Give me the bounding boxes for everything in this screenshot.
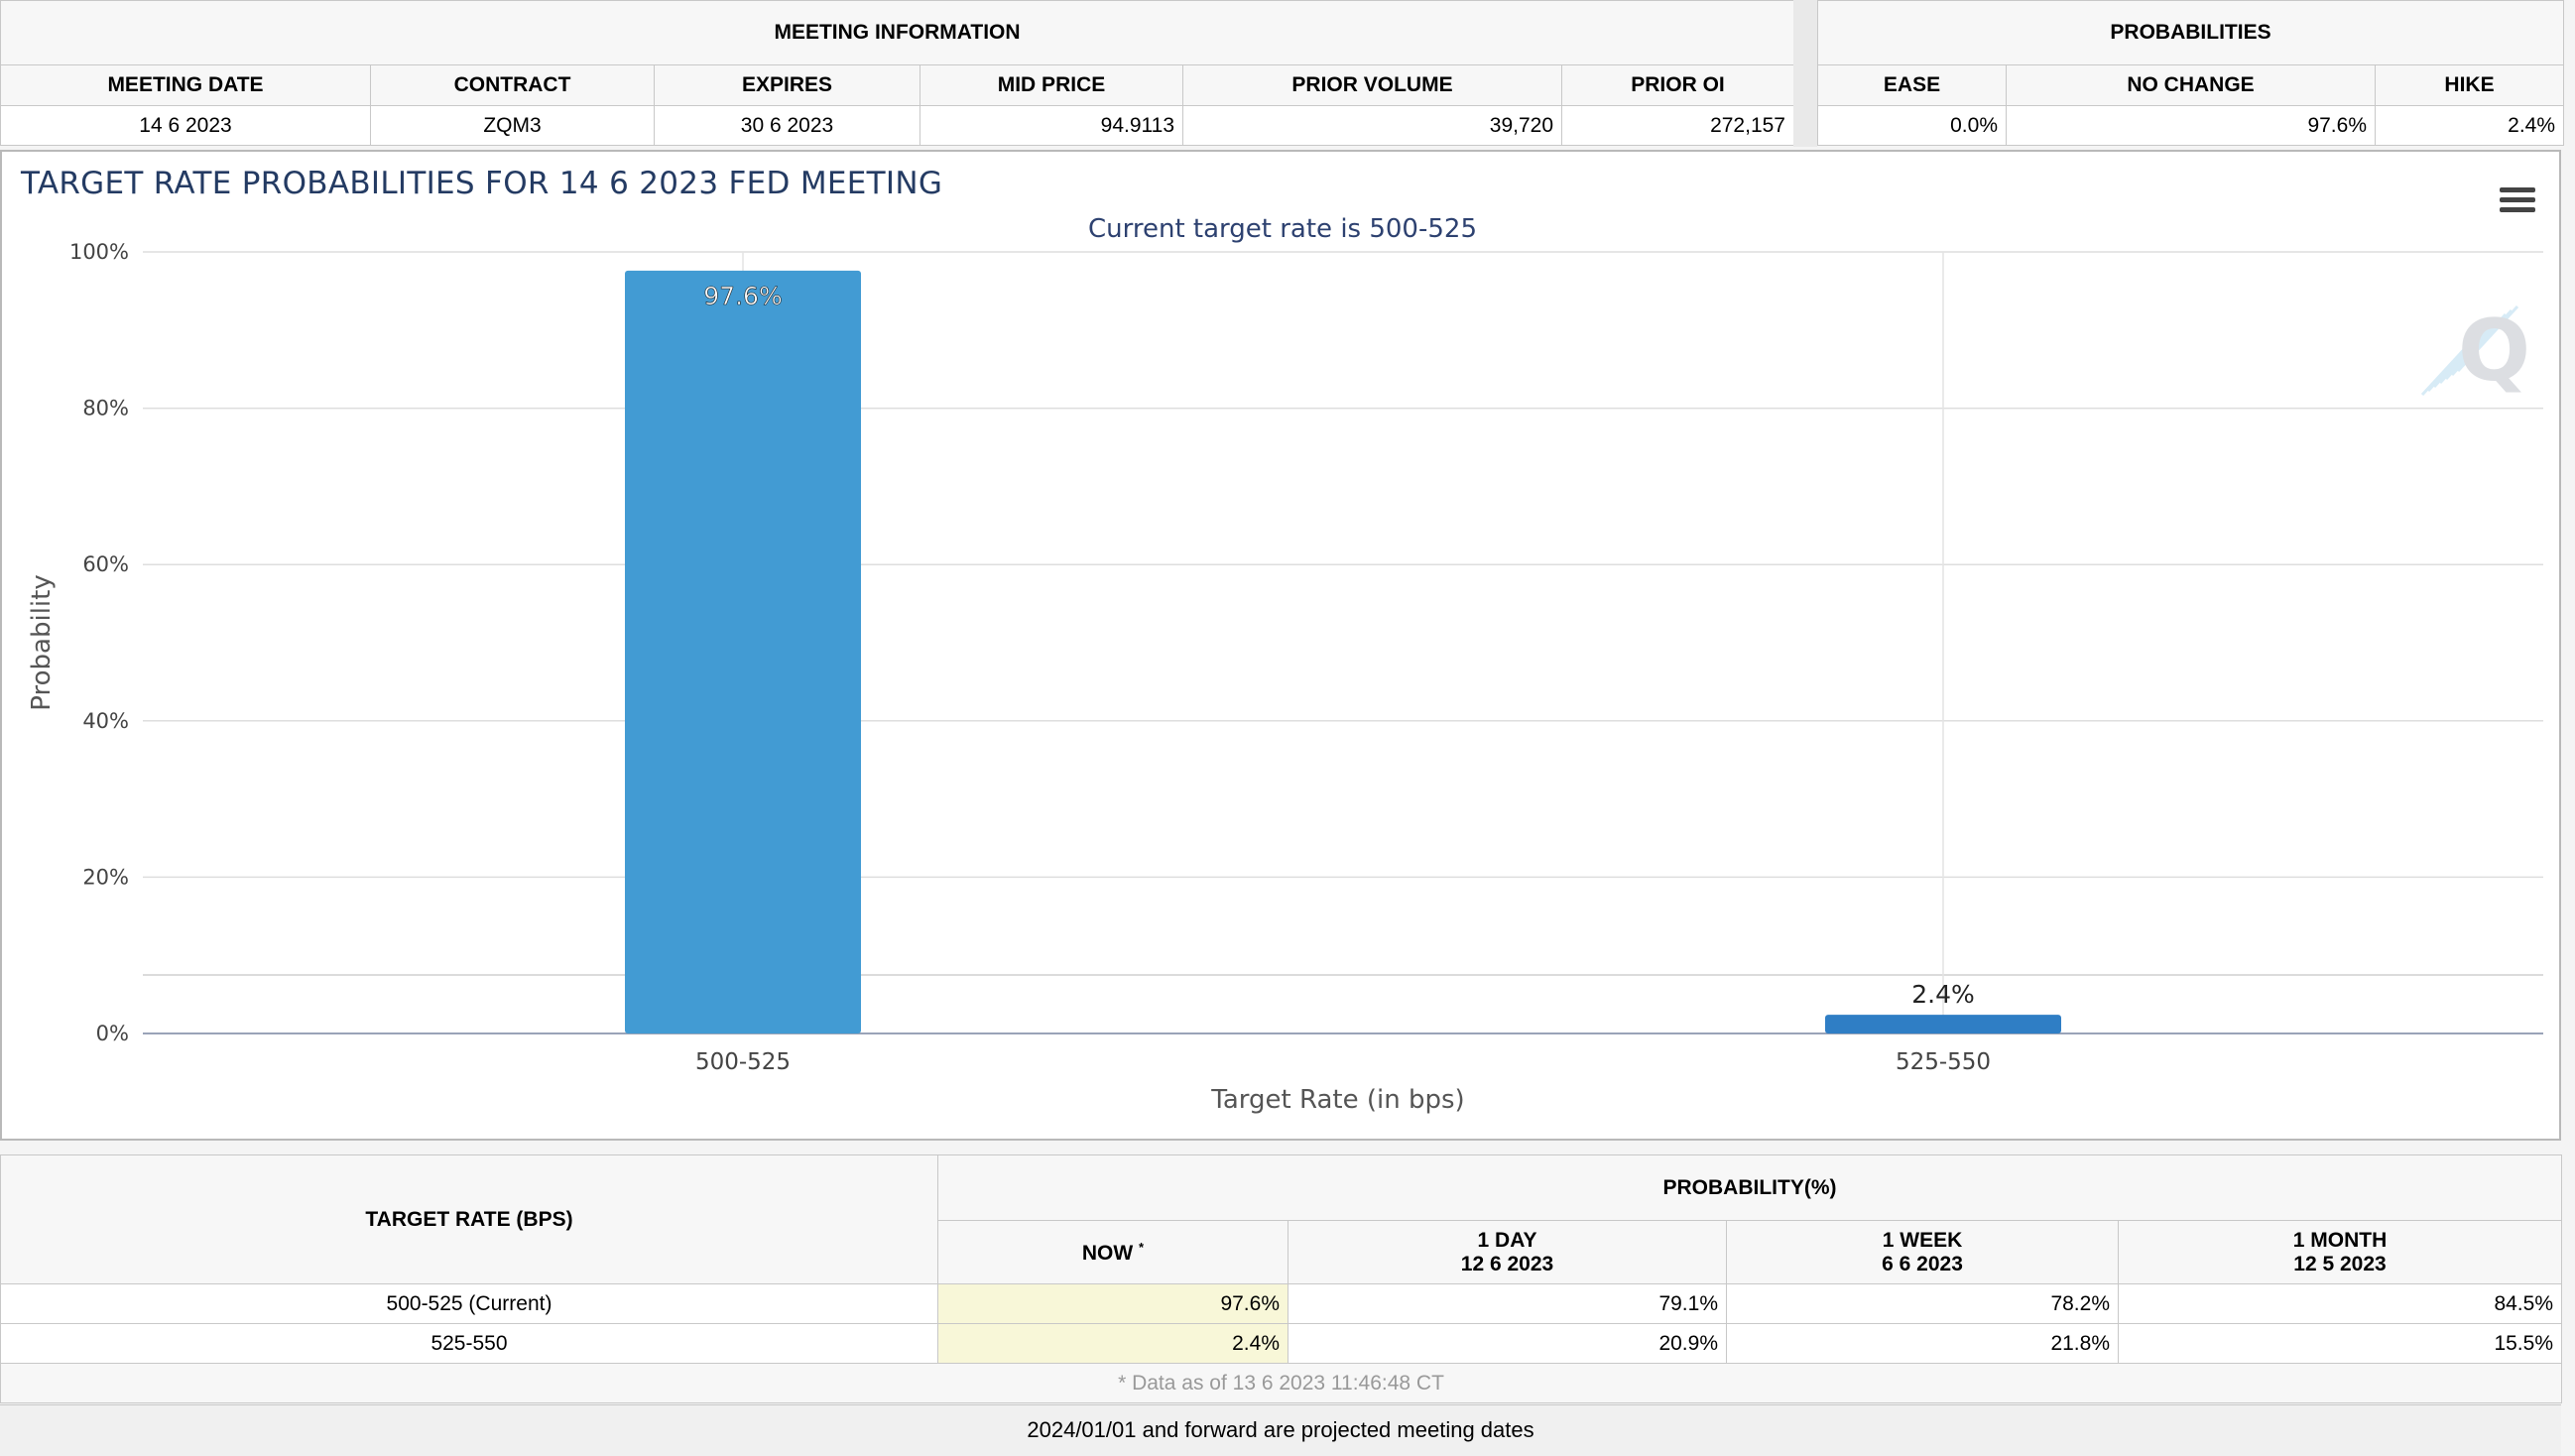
prior-oi-header: PRIOR OI (1561, 64, 1794, 106)
y-tick-label: 40% (82, 709, 129, 733)
ease-value: 0.0% (1817, 105, 2007, 146)
y-tick-label: 60% (82, 552, 129, 576)
prior-volume-value: 39,720 (1182, 105, 1562, 146)
chart-title: TARGET RATE PROBABILITIES FOR 14 6 2023 … (21, 166, 943, 201)
ease-header: EASE (1817, 64, 2007, 106)
hike-header: HIKE (2374, 64, 2565, 106)
mid-price-value: 94.9113 (920, 105, 1183, 146)
meeting-date-value: 14 6 2023 (0, 105, 371, 146)
projected-dates-footer: 2024/01/01 and forward are projected mee… (0, 1404, 2561, 1456)
y-tick-label: 100% (69, 240, 129, 264)
table-row: 500-525 (Current) 97.6% 79.1% 78.2% 84.5… (0, 1283, 2562, 1324)
target-rate-cell: 500-525 (Current) (0, 1283, 938, 1324)
bar (625, 270, 861, 1033)
y-axis-title: Probability (27, 574, 57, 710)
one-month-cell: 15.5% (2118, 1323, 2562, 1364)
q-logo-icon: Q (2420, 302, 2530, 401)
prior-oi-value: 272,157 (1561, 105, 1794, 146)
now-cell: 2.4% (937, 1323, 1288, 1364)
data-timestamp-note: * Data as of 13 6 2023 11:46:48 CT (0, 1363, 2562, 1403)
prior-volume-header: PRIOR VOLUME (1182, 64, 1562, 106)
one-week-header: 1 WEEK 6 6 2023 (1726, 1220, 2119, 1284)
table-row: 525-550 2.4% 20.9% 21.8% 15.5% (0, 1323, 2562, 1364)
data-label: 97.6% (703, 282, 782, 310)
contract-header: CONTRACT (370, 64, 655, 106)
mid-price-header: MID PRICE (920, 64, 1183, 106)
one-day-cell: 20.9% (1288, 1323, 1727, 1364)
one-month-cell: 84.5% (2118, 1283, 2562, 1324)
expires-value: 30 6 2023 (654, 105, 920, 146)
x-axis-title: Target Rate (in bps) (1210, 1085, 1464, 1115)
chart-subtitle: Current target rate is 500-525 (1088, 214, 1477, 244)
one-day-cell: 79.1% (1288, 1283, 1727, 1324)
meeting-information-table: MEETING INFORMATION MEETING DATE CONTRAC… (0, 0, 1794, 146)
probabilities-header: PROBABILITIES (1816, 0, 2565, 65)
meeting-date-header: MEETING DATE (0, 64, 371, 106)
y-tick-label: 80% (82, 397, 129, 421)
y-tick-label: 20% (82, 865, 129, 889)
meeting-information-header: MEETING INFORMATION (0, 0, 1794, 65)
target-rate-cell: 525-550 (0, 1323, 938, 1364)
svg-text:Q: Q (2458, 302, 2530, 401)
no-change-value: 97.6% (2006, 105, 2376, 146)
y-tick-label: 0% (96, 1022, 129, 1045)
target-rate-header: TARGET RATE (BPS) (0, 1154, 938, 1284)
bar (1825, 1015, 2061, 1033)
target-rate-chart: 0% 20% 40% 60% 80% 100% 97.6% 500-525 2.4% 525-55… (27, 240, 2543, 1115)
hike-value: 2.4% (2374, 105, 2565, 146)
chart-panel: 0% 20% 40% 60% 80% 100% 97.6% 500-525 2.4% 525-55… (0, 150, 2561, 1141)
x-tick-label: 525-550 (1896, 1049, 1991, 1075)
no-change-header: NO CHANGE (2006, 64, 2376, 106)
probabilities-table: PROBABILITIES EASE NO CHANGE HIKE 0.0% 9… (1816, 0, 2565, 146)
x-tick-label: 500-525 (695, 1049, 791, 1075)
one-week-cell: 21.8% (1726, 1323, 2119, 1364)
data-label: 2.4% (1911, 980, 1975, 1009)
now-cell: 97.6% (937, 1283, 1288, 1324)
now-header: NOW * (937, 1220, 1288, 1284)
hamburger-menu-icon[interactable] (2500, 187, 2535, 217)
target-rate-table: TARGET RATE (BPS) PROBABILITY(%) NOW * 1… (0, 1154, 2562, 1403)
expires-header: EXPIRES (654, 64, 920, 106)
one-month-header: 1 MONTH 12 5 2023 (2118, 1220, 2562, 1284)
one-day-header: 1 DAY 12 6 2023 (1288, 1220, 1727, 1284)
contract-value: ZQM3 (370, 105, 655, 146)
one-week-cell: 78.2% (1726, 1283, 2119, 1324)
probability-header: PROBABILITY(%) (937, 1154, 2562, 1221)
table-separator (1793, 0, 1817, 147)
